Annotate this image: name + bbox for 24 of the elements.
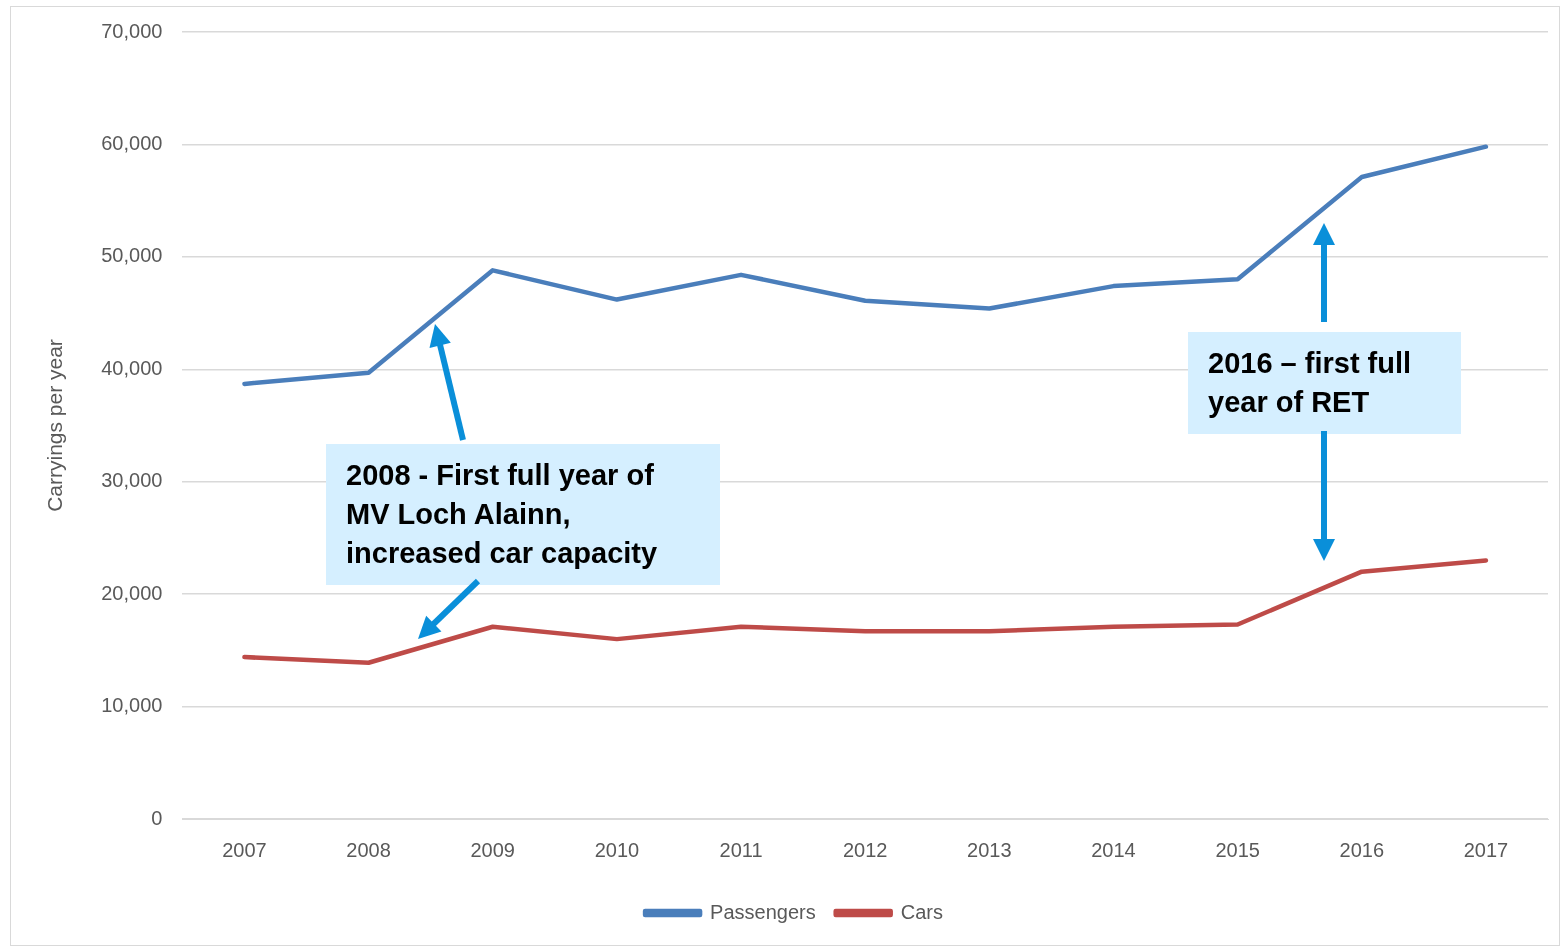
x-tick-label: 2017	[1463, 838, 1509, 861]
x-tick-label: 2012	[842, 838, 888, 861]
y-tick-label: 0	[151, 806, 163, 829]
y-tick-label: 40,000	[101, 356, 163, 379]
legend-label: Passengers	[710, 900, 816, 923]
annotation: 2016 – first full year of RET	[1188, 332, 1461, 434]
y-tick-label: 50,000	[101, 244, 163, 267]
x-tick-label: 2016	[1339, 838, 1385, 861]
y-tick-label: 10,000	[101, 694, 163, 717]
legend-label: Cars	[900, 900, 943, 923]
x-tick-label: 2014	[1091, 838, 1136, 861]
y-tick-label: 70,000	[101, 19, 163, 42]
x-tick-label: 2013	[967, 838, 1012, 861]
y-tick-label: 60,000	[101, 131, 163, 154]
x-tick-label: 2010	[594, 838, 640, 861]
x-tick-label: 2008	[346, 838, 391, 861]
x-tick-label: 2015	[1215, 838, 1260, 861]
y-tick-label: 20,000	[101, 581, 163, 604]
annotation: 2008 - First full year of MV Loch Alainn, increased car capacity	[326, 444, 720, 585]
y-tick-label: 30,000	[101, 469, 163, 492]
x-tick-label: 2011	[719, 838, 763, 861]
y-axis-title: Carryings per year	[43, 339, 67, 512]
x-tick-label: 2007	[222, 838, 267, 861]
x-tick-label: 2009	[470, 838, 515, 861]
